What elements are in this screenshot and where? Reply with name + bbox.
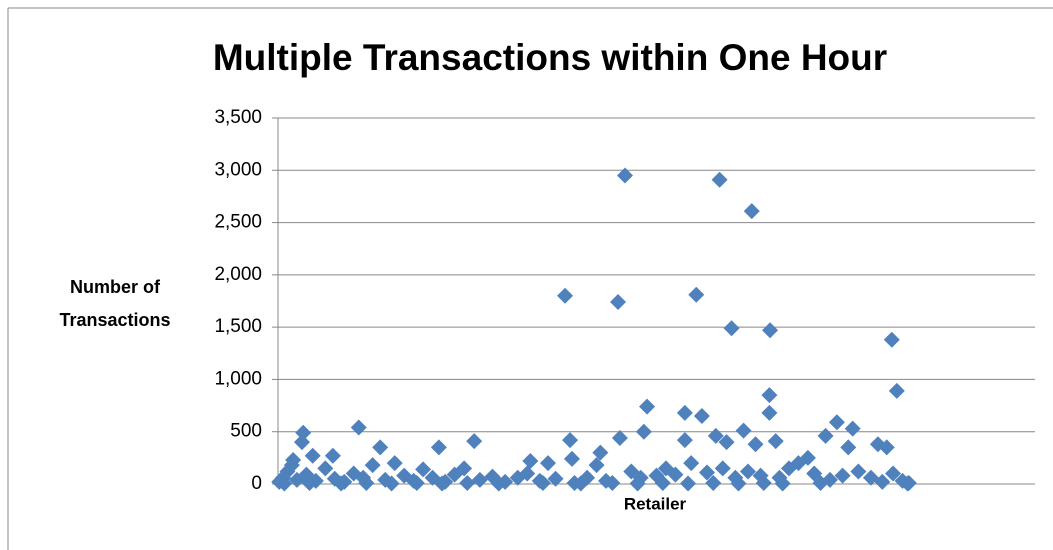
- y-tick-label: 2,500: [214, 212, 262, 233]
- data-point: [761, 404, 778, 421]
- data-point: [459, 474, 476, 491]
- y-tick-label: 0: [251, 473, 262, 494]
- data-point: [534, 474, 551, 491]
- data-point: [283, 457, 300, 474]
- data-point: [350, 419, 367, 436]
- data-point: [812, 474, 829, 491]
- data-point: [295, 424, 312, 441]
- data-point: [711, 171, 728, 188]
- data-point: [723, 320, 740, 337]
- data-point: [878, 439, 895, 456]
- data-point: [850, 463, 867, 480]
- data-point: [828, 414, 845, 431]
- data-point: [639, 398, 656, 415]
- y-tick-label: 3,000: [214, 159, 262, 180]
- data-point: [743, 203, 760, 220]
- data-point: [466, 433, 483, 450]
- data-point: [667, 466, 684, 483]
- y-tick-label: 1,500: [214, 316, 262, 337]
- data-point: [698, 464, 715, 481]
- data-point: [611, 429, 628, 446]
- data-point: [900, 474, 917, 491]
- data-point: [834, 467, 851, 484]
- data-point: [317, 460, 334, 477]
- data-point: [680, 475, 697, 492]
- data-point: [557, 287, 574, 304]
- data-point: [372, 439, 389, 456]
- data-point: [790, 455, 807, 472]
- data-point: [383, 475, 400, 492]
- data-point: [415, 461, 432, 478]
- data-point: [276, 475, 293, 492]
- data-point: [562, 432, 579, 449]
- data-point: [572, 475, 589, 492]
- data-point: [676, 404, 693, 421]
- data-point: [714, 460, 731, 477]
- data-point: [592, 444, 609, 461]
- data-point: [386, 455, 403, 472]
- data-point: [705, 474, 722, 491]
- data-point: [755, 474, 772, 491]
- data-point: [430, 439, 447, 456]
- data-point: [767, 433, 784, 450]
- data-point: [519, 465, 536, 482]
- data-point: [885, 465, 902, 482]
- data-point: [610, 294, 627, 311]
- data-point: [739, 463, 756, 480]
- data-point: [747, 436, 764, 453]
- data-point: [358, 474, 375, 491]
- data-point: [761, 387, 778, 404]
- data-point: [883, 331, 900, 348]
- data-point: [735, 422, 752, 439]
- data-point: [456, 460, 473, 477]
- data-point: [408, 474, 425, 491]
- data-point: [844, 420, 861, 437]
- data-point: [304, 447, 321, 464]
- data-point: [629, 475, 646, 492]
- data-point: [324, 447, 341, 464]
- data-point: [333, 475, 350, 492]
- chart-title: Multiple Transactions within One Hour: [213, 37, 887, 78]
- y-tick-label: 500: [230, 421, 262, 442]
- y-axis-label: Number of: [70, 277, 161, 297]
- data-point: [762, 322, 779, 339]
- data-point: [774, 475, 791, 492]
- data-point: [693, 408, 710, 425]
- data-point: [688, 286, 705, 303]
- data-point: [434, 475, 451, 492]
- data-point: [301, 474, 318, 491]
- y-axis-label: Transactions: [59, 310, 170, 330]
- data-point: [547, 470, 564, 487]
- data-point: [654, 474, 671, 491]
- data-point: [707, 427, 724, 444]
- data-point: [490, 475, 507, 492]
- x-axis-label: Retailer: [624, 494, 687, 513]
- data-point: [730, 475, 747, 492]
- data-point: [293, 434, 310, 451]
- data-point: [817, 427, 834, 444]
- data-point: [616, 167, 633, 184]
- data-point: [683, 455, 700, 472]
- data-point: [588, 457, 605, 474]
- data-point: [604, 474, 621, 491]
- y-tick-label: 1,000: [214, 368, 262, 389]
- data-point: [364, 457, 381, 474]
- data-point: [539, 455, 556, 472]
- y-tick-label: 3,500: [214, 107, 262, 128]
- data-point: [522, 452, 539, 469]
- data-point: [676, 432, 693, 449]
- data-point: [888, 382, 905, 399]
- data-point: [718, 434, 735, 451]
- data-point: [635, 423, 652, 440]
- y-tick-label: 2,000: [214, 264, 262, 285]
- data-point: [471, 471, 488, 488]
- data-point: [563, 450, 580, 467]
- data-point: [874, 473, 891, 490]
- data-point: [840, 439, 857, 456]
